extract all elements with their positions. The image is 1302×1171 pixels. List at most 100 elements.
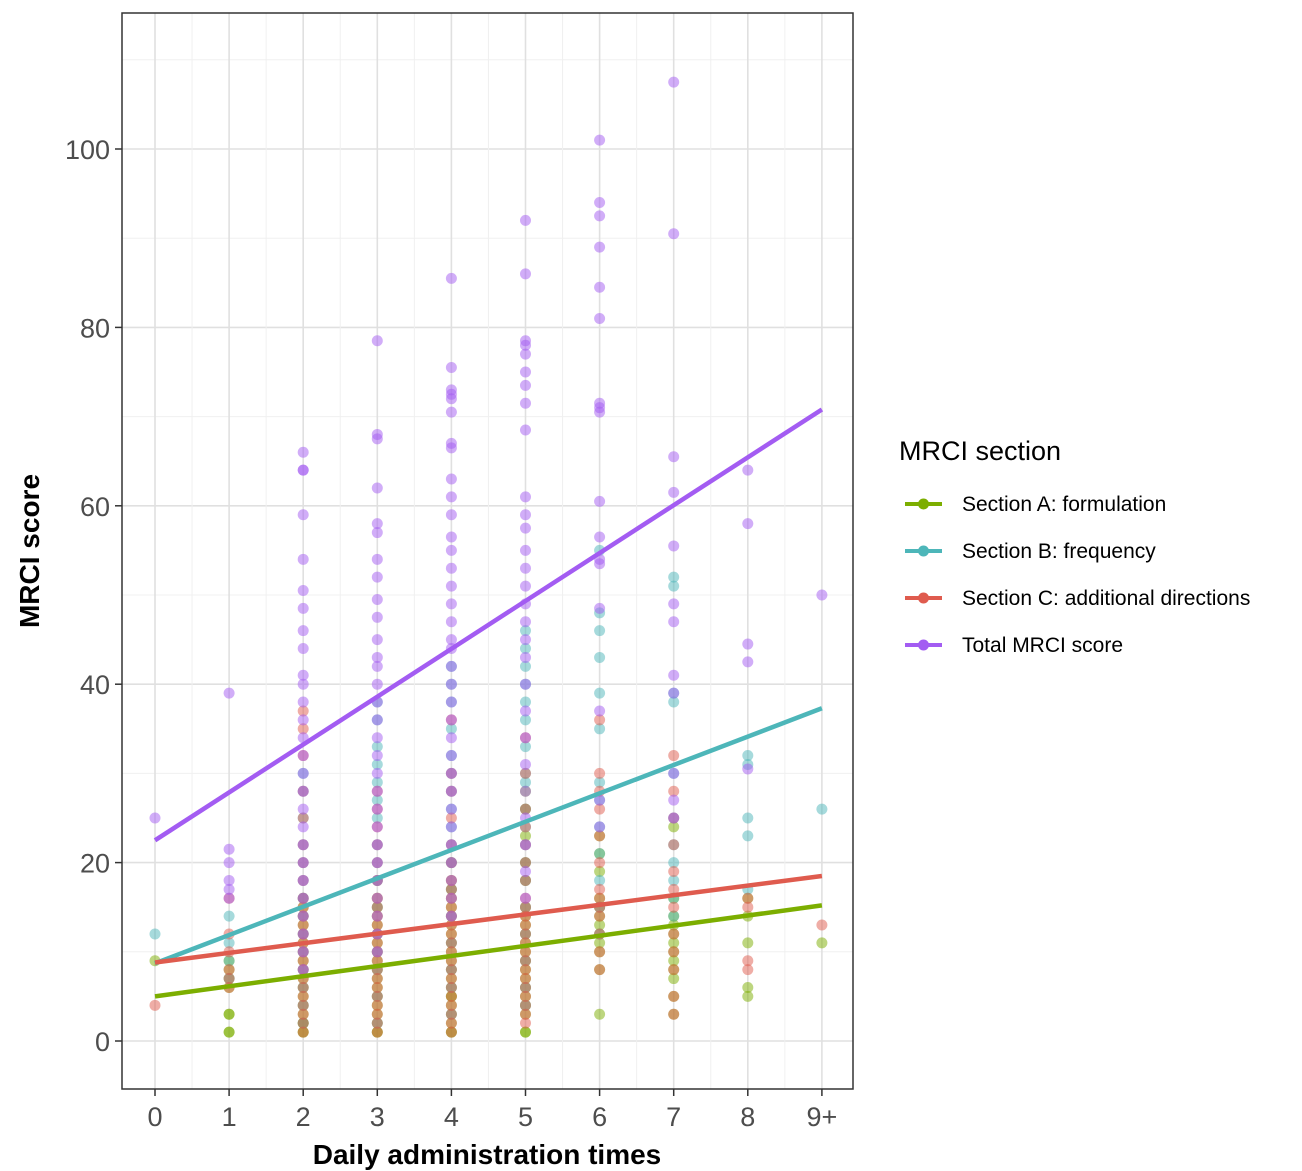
scatter-point <box>371 660 383 672</box>
scatter-point <box>520 866 531 878</box>
scatter-point <box>371 611 383 623</box>
scatter-point <box>445 362 457 374</box>
scatter-point <box>668 669 680 681</box>
scatter-point <box>742 955 754 967</box>
scatter-point <box>520 651 531 663</box>
scatter-point <box>297 625 309 637</box>
scatter-point <box>668 794 680 806</box>
scatter-point <box>594 714 606 726</box>
scatter-point <box>371 821 383 833</box>
scatter-point <box>371 990 383 1002</box>
scatter-point <box>520 785 531 797</box>
scatter-point <box>297 928 309 940</box>
scatter-point <box>297 446 309 458</box>
scatter-point <box>520 705 531 717</box>
scatter-point <box>668 76 680 88</box>
scatter-point <box>668 571 680 583</box>
scatter-point <box>520 379 531 391</box>
scatter-point <box>668 486 680 498</box>
scatter-point <box>371 518 383 530</box>
scatter-point <box>445 634 457 646</box>
scatter-point <box>816 937 828 949</box>
scatter-point <box>668 955 680 967</box>
scatter-point <box>371 937 383 949</box>
scatter-point <box>520 919 531 931</box>
legend-key-point <box>918 592 929 604</box>
scatter-point <box>594 241 606 253</box>
y-axis-title: MRCI score <box>14 474 45 628</box>
scatter-point <box>223 687 235 699</box>
scatter-point <box>371 910 383 922</box>
scatter-point <box>445 981 457 993</box>
scatter-point <box>594 687 606 699</box>
scatter-point <box>445 732 457 744</box>
scatter-point <box>445 821 457 833</box>
scatter-point <box>520 999 531 1011</box>
scatter-point <box>149 812 161 824</box>
scatter-point <box>297 812 309 824</box>
scatter-point <box>371 428 383 440</box>
scatter-point <box>445 580 457 592</box>
scatter-point <box>371 678 383 690</box>
scatter-point <box>520 509 531 521</box>
scatter-point <box>223 1026 235 1038</box>
scatter-point <box>594 531 606 543</box>
scatter-point <box>594 767 606 779</box>
scatter-point <box>816 919 828 931</box>
scatter-point <box>520 981 531 993</box>
scatter-point <box>445 785 457 797</box>
scatter-point <box>371 892 383 904</box>
scatter-point <box>297 785 309 797</box>
scatter-point <box>520 544 531 556</box>
scatter-point <box>668 857 680 869</box>
scatter-point <box>445 1026 457 1038</box>
scatter-point <box>149 928 161 940</box>
scatter-point <box>223 1008 235 1020</box>
x-tick-label: 9+ <box>807 1102 838 1132</box>
scatter-point <box>445 1017 457 1029</box>
scatter-point <box>297 874 309 886</box>
scatter-point <box>668 687 680 699</box>
scatter-point <box>668 964 680 976</box>
scatter-point <box>668 616 680 628</box>
scatter-point <box>445 598 457 610</box>
y-tick-label: 60 <box>80 492 110 522</box>
scatter-point <box>668 1008 680 1020</box>
scatter-point <box>297 821 309 833</box>
scatter-point <box>668 839 680 851</box>
scatter-point <box>445 857 457 869</box>
scatter-point <box>297 839 309 851</box>
scatter-point <box>445 509 457 521</box>
scatter-point <box>742 964 754 976</box>
scatter-point <box>371 732 383 744</box>
scatter-point <box>668 866 680 878</box>
scatter-point <box>742 830 754 842</box>
scatter-point <box>445 750 457 762</box>
scatter-point <box>594 874 606 886</box>
scatter-point <box>520 643 531 655</box>
scatter-point <box>297 602 309 614</box>
x-axis-title: Daily administration times <box>313 1139 662 1170</box>
scatter-point <box>445 544 457 556</box>
legend-title: MRCI section <box>899 436 1061 466</box>
legend-label: Total MRCI score <box>962 634 1123 657</box>
scatter-point <box>668 598 680 610</box>
scatter-point <box>668 821 680 833</box>
scatter-point <box>371 571 383 583</box>
scatter-point <box>742 990 754 1002</box>
x-tick-label: 8 <box>740 1102 755 1132</box>
legend-item: Section A: formulation <box>905 493 1166 516</box>
scatter-point <box>594 651 606 663</box>
scatter-point <box>371 1008 383 1020</box>
scatter-point <box>445 901 457 913</box>
scatter-point <box>297 990 309 1002</box>
scatter-point <box>594 883 606 895</box>
scatter-point <box>594 210 606 222</box>
scatter-point <box>445 990 457 1002</box>
legend-key-point <box>918 545 929 557</box>
scatter-point <box>742 763 754 775</box>
scatter-point <box>594 312 606 324</box>
scatter-point <box>520 678 531 690</box>
scatter-point <box>445 937 457 949</box>
panel-border <box>121 12 854 1090</box>
